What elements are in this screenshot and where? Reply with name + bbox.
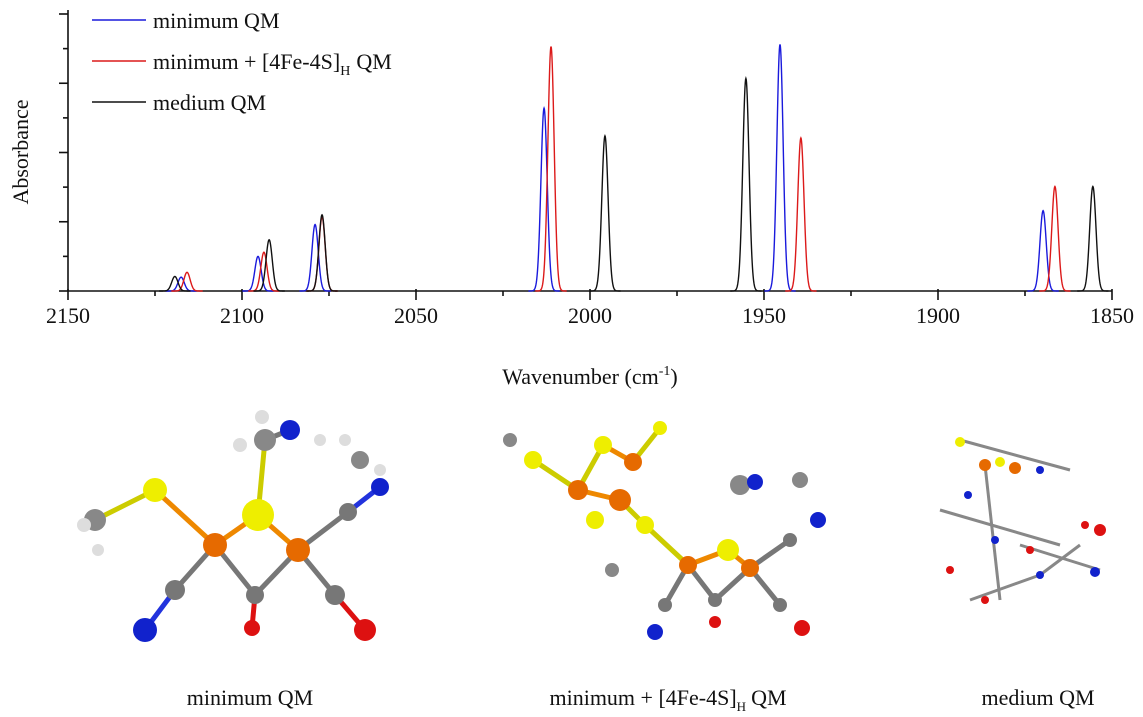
- peak: [764, 44, 795, 291]
- figure: Absorbance Wavenumber (cm-1): [0, 0, 1143, 717]
- legend-suffix: QM: [356, 49, 391, 74]
- legend-label: minimum QM: [153, 8, 280, 33]
- x-label-sup: -1: [659, 364, 671, 379]
- peak: [1027, 211, 1058, 291]
- panel-caption: minimum + [4Fe-4S]H QM: [549, 685, 786, 714]
- x-label-text: Wavenumber (cm: [502, 364, 658, 389]
- x-label-end: ): [670, 364, 677, 389]
- x-tick-label: 1850: [1090, 303, 1134, 328]
- legend-name: minimum QM: [153, 8, 280, 33]
- x-tick-label: 2100: [220, 303, 264, 328]
- x-tick-label: 1950: [742, 303, 786, 328]
- x-tick-label: 2050: [394, 303, 438, 328]
- y-axis-label: Absorbance: [8, 99, 33, 204]
- legend-subscript: H: [340, 64, 350, 79]
- x-tick-label: 2000: [568, 303, 612, 328]
- caption-text: medium QM: [981, 685, 1094, 710]
- peak: [1077, 186, 1108, 291]
- legend-name: medium QM: [153, 90, 266, 115]
- peak: [1039, 186, 1070, 291]
- caption-text: minimum QM: [187, 685, 314, 710]
- panel-caption: minimum QM: [187, 685, 314, 710]
- legend-name: minimum + [4Fe-4S]: [153, 49, 340, 74]
- x-tick-label: 2150: [46, 303, 90, 328]
- peak: [589, 136, 620, 291]
- panel-caption: medium QM: [981, 685, 1094, 710]
- molecule-minimum: [77, 410, 389, 642]
- legend-label: medium QM: [153, 90, 266, 115]
- caption-text: minimum + [4Fe-4S]: [549, 685, 736, 710]
- peak: [730, 78, 761, 291]
- caption-subscript: H: [737, 699, 746, 714]
- x-tick-label: 1900: [916, 303, 960, 328]
- legend-label: minimum + [4Fe-4S]H QM: [153, 49, 392, 79]
- x-axis-label: Wavenumber (cm-1): [502, 364, 677, 389]
- peak: [535, 47, 566, 291]
- molecule-minimum-cluster: [503, 421, 826, 640]
- peak: [785, 138, 816, 291]
- caption-suffix: QM: [751, 685, 786, 710]
- molecule-medium: [940, 437, 1106, 604]
